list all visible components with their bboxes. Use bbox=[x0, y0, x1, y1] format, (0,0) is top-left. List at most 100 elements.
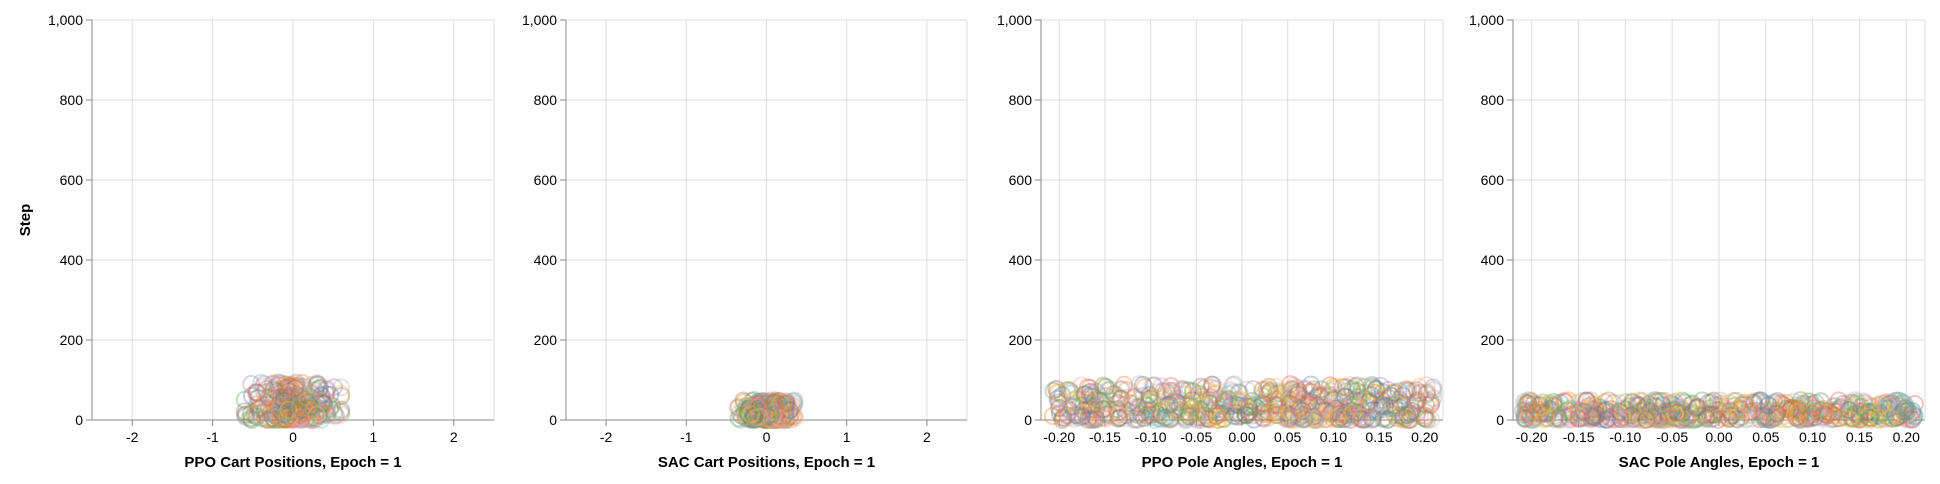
scatter-point bbox=[1367, 379, 1386, 398]
scatter-point bbox=[749, 397, 768, 416]
scatter-point bbox=[1537, 408, 1556, 427]
scatter-point bbox=[757, 396, 776, 415]
x-tick-label: -0.20 bbox=[1516, 429, 1548, 445]
scatter-point bbox=[1743, 392, 1762, 411]
scatter-point bbox=[1791, 410, 1810, 429]
scatter-point bbox=[1054, 407, 1073, 426]
scatter-point bbox=[1749, 391, 1768, 410]
scatter-point bbox=[768, 404, 787, 423]
scatter-point bbox=[1337, 410, 1356, 429]
scatter-point bbox=[1326, 398, 1345, 417]
scatter-point bbox=[1670, 410, 1688, 428]
scatter-point bbox=[277, 403, 296, 422]
scatter-point bbox=[1860, 408, 1879, 427]
scatter-point bbox=[1635, 406, 1654, 425]
scatter-point bbox=[282, 376, 301, 395]
scatter-point bbox=[1383, 383, 1402, 402]
scatter-point bbox=[757, 399, 776, 418]
scatter-point bbox=[1237, 396, 1255, 415]
scatter-point bbox=[765, 410, 783, 429]
scatter-point bbox=[772, 394, 791, 413]
scatter-point bbox=[1140, 392, 1159, 411]
scatter-point bbox=[245, 403, 264, 422]
scatter-point bbox=[773, 393, 792, 412]
scatter-point bbox=[1239, 405, 1258, 424]
scatter-point bbox=[1070, 408, 1089, 427]
scatter-point bbox=[1581, 408, 1600, 427]
scatter-point bbox=[1810, 406, 1829, 425]
scatter-point bbox=[1876, 406, 1895, 425]
scatter-point bbox=[1364, 378, 1383, 397]
scatter-point bbox=[1852, 402, 1871, 421]
scatter-point bbox=[750, 399, 769, 418]
scatter-point bbox=[1708, 410, 1727, 429]
scatter-point bbox=[1673, 400, 1692, 419]
scatter-point bbox=[1299, 403, 1318, 422]
scatter-point bbox=[1192, 401, 1211, 420]
scatter-point bbox=[1053, 386, 1072, 405]
scatter-point bbox=[291, 405, 310, 424]
scatter-point bbox=[1673, 391, 1692, 410]
scatter-point bbox=[1281, 381, 1300, 400]
scatter-point bbox=[759, 407, 778, 426]
scatter-point bbox=[1694, 406, 1713, 425]
scatter-point bbox=[312, 393, 331, 412]
scatter-point bbox=[1611, 410, 1630, 429]
scatter-point bbox=[776, 411, 795, 429]
scatter-point bbox=[1302, 375, 1321, 394]
scatter-point bbox=[1179, 381, 1197, 400]
scatter-point bbox=[241, 404, 260, 423]
scatter-point bbox=[286, 410, 305, 429]
x-tick-label: 0 bbox=[289, 429, 297, 445]
scatter-point bbox=[776, 407, 795, 426]
scatter-point bbox=[1578, 391, 1596, 410]
scatter-point bbox=[765, 408, 784, 427]
x-tick-label: 0.00 bbox=[1228, 429, 1255, 445]
scatter-point bbox=[776, 405, 795, 424]
scatter-point bbox=[1756, 410, 1775, 429]
scatter-point bbox=[1697, 408, 1716, 427]
scatter-point bbox=[1329, 409, 1348, 428]
scatter-point bbox=[746, 398, 765, 417]
scatter-point bbox=[1357, 377, 1376, 396]
scatter-point bbox=[1674, 401, 1692, 420]
scatter-point bbox=[1376, 408, 1394, 427]
scatter-point bbox=[1804, 399, 1823, 418]
scatter-point bbox=[1869, 410, 1888, 429]
scatter-point bbox=[1542, 396, 1560, 415]
scatter-point bbox=[1163, 383, 1182, 402]
scatter-point bbox=[240, 409, 259, 428]
scatter-point bbox=[1536, 409, 1555, 428]
scatter-point bbox=[1846, 391, 1865, 410]
scatter-point bbox=[1148, 389, 1167, 408]
scatter-point bbox=[1740, 405, 1758, 424]
scatter-point bbox=[752, 403, 771, 422]
scatter-point bbox=[1171, 406, 1190, 425]
scatter-point bbox=[1377, 411, 1396, 429]
scatter-point bbox=[762, 406, 781, 425]
scatter-point bbox=[254, 383, 273, 402]
scatter-point bbox=[1754, 402, 1772, 421]
scatter-point bbox=[1175, 385, 1194, 404]
scatter-point bbox=[1733, 395, 1752, 414]
scatter-point bbox=[1874, 410, 1893, 429]
scatter-point bbox=[1896, 399, 1915, 418]
scatter-point bbox=[1709, 401, 1728, 419]
scatter-point bbox=[1870, 404, 1889, 423]
scatter-point bbox=[259, 399, 278, 418]
scatter-point bbox=[1214, 390, 1233, 409]
scatter-point bbox=[1086, 400, 1105, 419]
scatter-point bbox=[1759, 401, 1778, 420]
scatter-point bbox=[1883, 409, 1902, 428]
scatter-point bbox=[762, 406, 781, 425]
chart-panel-3: -0.20 -0.15 -0.10 -0.05 0.00 0.05 0.10 0.15 0.20… bbox=[997, 12, 1444, 471]
scatter-point bbox=[765, 403, 784, 422]
scatter-point bbox=[758, 410, 777, 429]
scatter-point bbox=[776, 394, 795, 413]
scatter-point bbox=[1179, 403, 1198, 422]
scatter-point bbox=[1516, 396, 1535, 415]
scatter-point bbox=[1181, 396, 1200, 415]
scatter-point bbox=[1825, 410, 1843, 428]
scatter-point bbox=[1639, 394, 1658, 413]
scatter-point bbox=[764, 406, 783, 425]
